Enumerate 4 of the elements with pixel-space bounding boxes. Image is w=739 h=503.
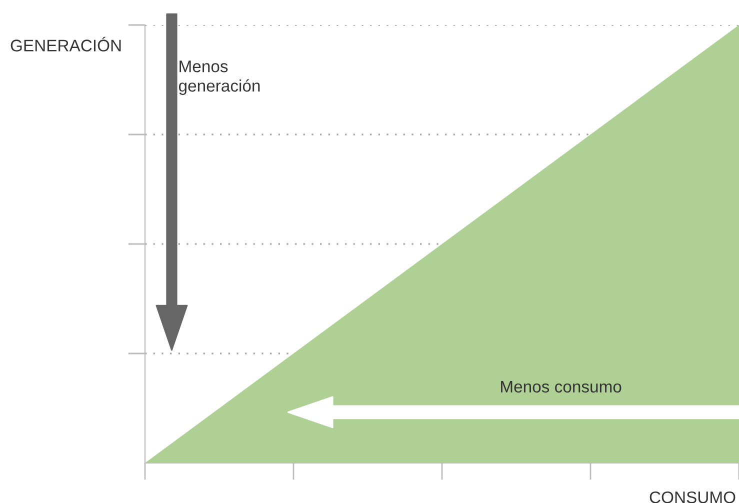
annotation: Menos generación [178,60,260,95]
x-axis-title: CONSUMO [650,491,736,503]
y-axis-title: GENERACIÓN [10,36,121,52]
annotation: Menos consumo [501,380,622,393]
